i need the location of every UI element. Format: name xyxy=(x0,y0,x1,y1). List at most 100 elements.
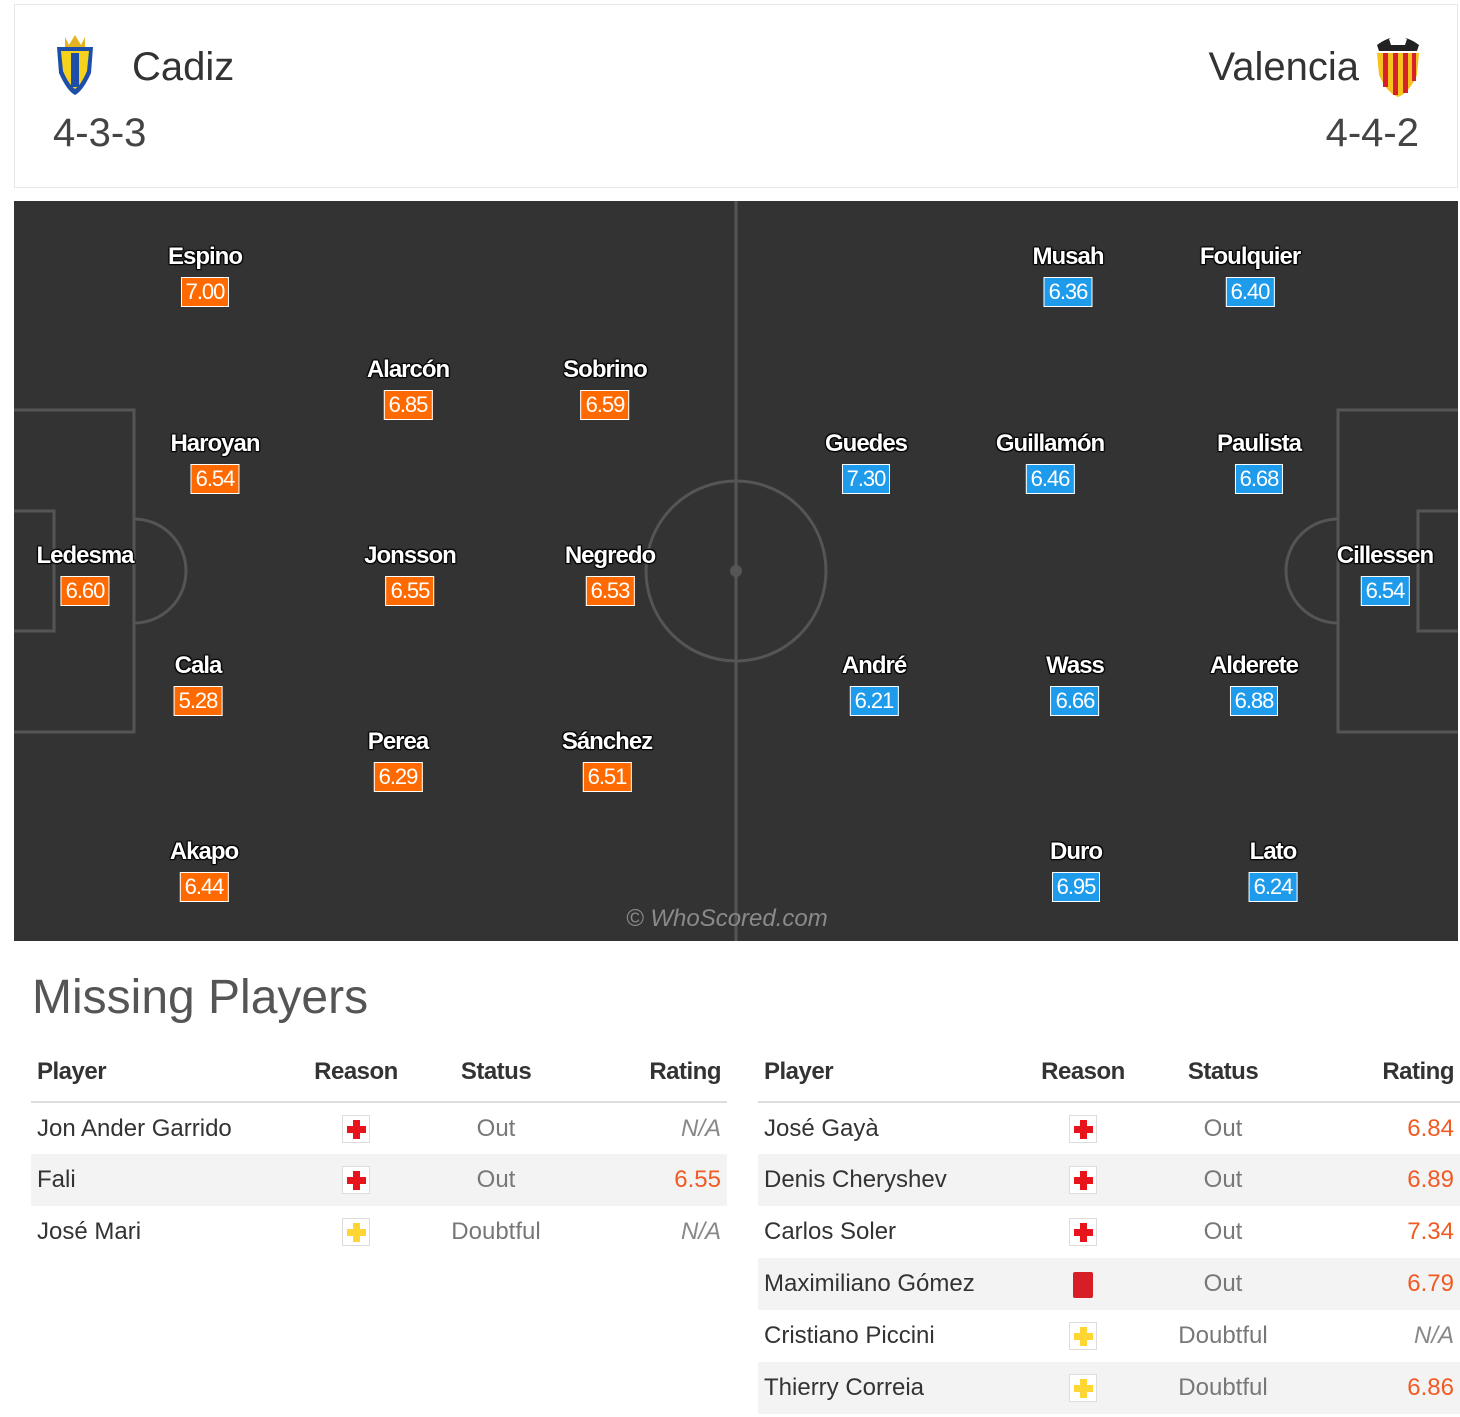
match-header: Cadiz 4-3-3 Valencia 4-4-2 xyxy=(14,4,1458,188)
missing-status: Doubtful xyxy=(1148,1362,1298,1414)
away-player-guillamon[interactable]: Guillamón 6.46 xyxy=(996,430,1105,494)
home-player-sobrino[interactable]: Sobrino 6.59 xyxy=(563,356,648,420)
injury-cross-icon xyxy=(342,1114,370,1143)
player-name: Ledesma xyxy=(36,542,134,569)
player-name: André xyxy=(841,652,907,679)
player-rating: 6.51 xyxy=(582,762,632,792)
table-row: José Gayà Out 6.84 xyxy=(758,1102,1460,1154)
away-player-andre[interactable]: André 6.21 xyxy=(841,652,907,716)
player-rating: 6.59 xyxy=(580,390,630,420)
missing-rating: 6.86 xyxy=(1298,1362,1460,1414)
missing-player-name[interactable]: Carlos Soler xyxy=(764,1218,897,1245)
player-rating: 6.55 xyxy=(385,576,435,606)
player-rating: 6.68 xyxy=(1234,464,1284,494)
missing-player-name[interactable]: Fali xyxy=(31,1154,291,1206)
missing-player-name[interactable]: José Gayà xyxy=(764,1114,879,1142)
missing-players-title: Missing Players xyxy=(32,971,369,1024)
table-row: Carlos Soler Out 7.34 xyxy=(758,1206,1460,1258)
player-rating: 6.24 xyxy=(1248,872,1298,902)
doubtful-cross-icon xyxy=(1069,1374,1097,1403)
away-player-foulquier[interactable]: Foulquier 6.40 xyxy=(1199,243,1301,307)
player-name: Duro xyxy=(1050,838,1103,865)
home-player-negredo[interactable]: Negredo 6.53 xyxy=(564,542,656,606)
injury-cross-icon xyxy=(1069,1218,1097,1247)
missing-player-name[interactable]: Denis Cheryshev xyxy=(758,1154,1018,1206)
injury-cross-icon xyxy=(342,1166,370,1195)
missing-player-name[interactable]: Cristiano Piccini xyxy=(764,1322,935,1349)
away-player-guedes[interactable]: Guedes 7.30 xyxy=(825,430,908,494)
missing-player-name[interactable]: Maximiliano Gómez xyxy=(758,1258,1018,1310)
table-row: Denis Cheryshev Out 6.89 xyxy=(758,1154,1460,1206)
player-name: Negredo xyxy=(564,542,656,569)
player-rating: 6.66 xyxy=(1050,686,1100,716)
missing-player-name[interactable]: Jon Ander Garrido xyxy=(37,1114,232,1142)
home-team-name[interactable]: Cadiz xyxy=(132,45,235,89)
missing-status: Out xyxy=(476,1114,516,1142)
missing-rating: N/A xyxy=(680,1218,721,1245)
player-rating: 6.60 xyxy=(60,576,110,606)
col-status[interactable]: Status xyxy=(1148,1042,1298,1103)
doubtful-cross-icon xyxy=(342,1218,370,1247)
player-name: Cillessen xyxy=(1336,542,1434,569)
player-rating: 6.36 xyxy=(1043,277,1093,307)
away-player-lato[interactable]: Lato 6.24 xyxy=(1248,838,1298,902)
player-rating: 6.53 xyxy=(585,576,635,606)
player-name: Foulquier xyxy=(1199,243,1301,270)
away-player-duro[interactable]: Duro 6.95 xyxy=(1050,838,1103,902)
col-reason[interactable]: Reason xyxy=(1018,1042,1148,1103)
missing-player-name[interactable]: Thierry Correia xyxy=(758,1362,1018,1414)
away-player-cillessen[interactable]: Cillessen 6.54 xyxy=(1336,542,1434,606)
table-row: Fali Out 6.55 xyxy=(31,1154,727,1206)
missing-reason xyxy=(1018,1206,1148,1258)
home-player-akapo[interactable]: Akapo 6.44 xyxy=(169,838,239,902)
home-player-cala[interactable]: Cala 5.28 xyxy=(173,652,223,716)
player-name: Espino xyxy=(167,243,243,270)
player-rating: 6.29 xyxy=(373,762,423,792)
col-player[interactable]: Player xyxy=(758,1042,1018,1103)
player-rating: 6.46 xyxy=(1025,464,1075,494)
missing-player-name[interactable]: José Mari xyxy=(37,1218,142,1245)
home-player-alarcon[interactable]: Alarcón 6.85 xyxy=(366,356,450,420)
pitch-lines xyxy=(14,201,1458,941)
missing-rating: 6.84 xyxy=(1407,1114,1454,1142)
player-name: Akapo xyxy=(169,838,239,865)
home-player-perea[interactable]: Perea 6.29 xyxy=(368,728,429,792)
missing-reason xyxy=(1018,1310,1148,1362)
away-player-musah[interactable]: Musah 6.36 xyxy=(1032,243,1105,307)
player-rating: 7.30 xyxy=(841,464,891,494)
home-player-espino[interactable]: Espino 7.00 xyxy=(167,243,243,307)
col-status[interactable]: Status xyxy=(421,1042,571,1103)
player-name: Sobrino xyxy=(563,356,648,383)
formation-pitch: Espino 7.00 Alarcón 6.85 Sobrino 6.59 Ha… xyxy=(14,201,1458,941)
player-rating: 6.95 xyxy=(1051,872,1101,902)
col-reason[interactable]: Reason xyxy=(291,1042,421,1103)
missing-status: Out xyxy=(1203,1218,1243,1245)
col-player[interactable]: Player xyxy=(31,1042,291,1103)
col-rating[interactable]: Rating xyxy=(571,1042,727,1103)
table-row: Maximiliano Gómez Out 6.79 xyxy=(758,1258,1460,1310)
valencia-crest-icon xyxy=(1371,31,1425,104)
col-rating[interactable]: Rating xyxy=(1298,1042,1460,1103)
home-player-ledesma[interactable]: Ledesma 6.60 xyxy=(36,542,135,606)
missing-status: Out xyxy=(1148,1258,1298,1310)
doubtful-cross-icon xyxy=(1069,1322,1097,1351)
player-name: Alarcón xyxy=(366,356,450,383)
table-row: Thierry Correia Doubtful 6.86 xyxy=(758,1362,1460,1414)
missing-reason xyxy=(1018,1362,1148,1414)
player-name: Jonsson xyxy=(364,542,457,569)
away-team-name[interactable]: Valencia xyxy=(1208,45,1359,89)
away-player-wass[interactable]: Wass 6.66 xyxy=(1046,652,1105,716)
away-player-paulista[interactable]: Paulista 6.68 xyxy=(1217,430,1302,494)
missing-reason xyxy=(291,1206,421,1258)
home-player-sanchez[interactable]: Sánchez 6.51 xyxy=(562,728,653,792)
injury-cross-icon xyxy=(1069,1114,1097,1143)
player-rating: 6.44 xyxy=(179,872,229,902)
home-player-haroyan[interactable]: Haroyan 6.54 xyxy=(170,430,261,494)
home-player-jonsson[interactable]: Jonsson 6.55 xyxy=(364,542,457,606)
table-row: José Mari Doubtful N/A xyxy=(31,1206,727,1258)
player-name: Lato xyxy=(1249,838,1298,865)
home-formation: 4-3-3 xyxy=(53,111,147,155)
away-missing-table: Player Reason Status Rating José Gayà Out… xyxy=(758,1042,1460,1414)
missing-reason xyxy=(291,1154,421,1206)
away-player-alderete[interactable]: Alderete 6.88 xyxy=(1210,652,1299,716)
